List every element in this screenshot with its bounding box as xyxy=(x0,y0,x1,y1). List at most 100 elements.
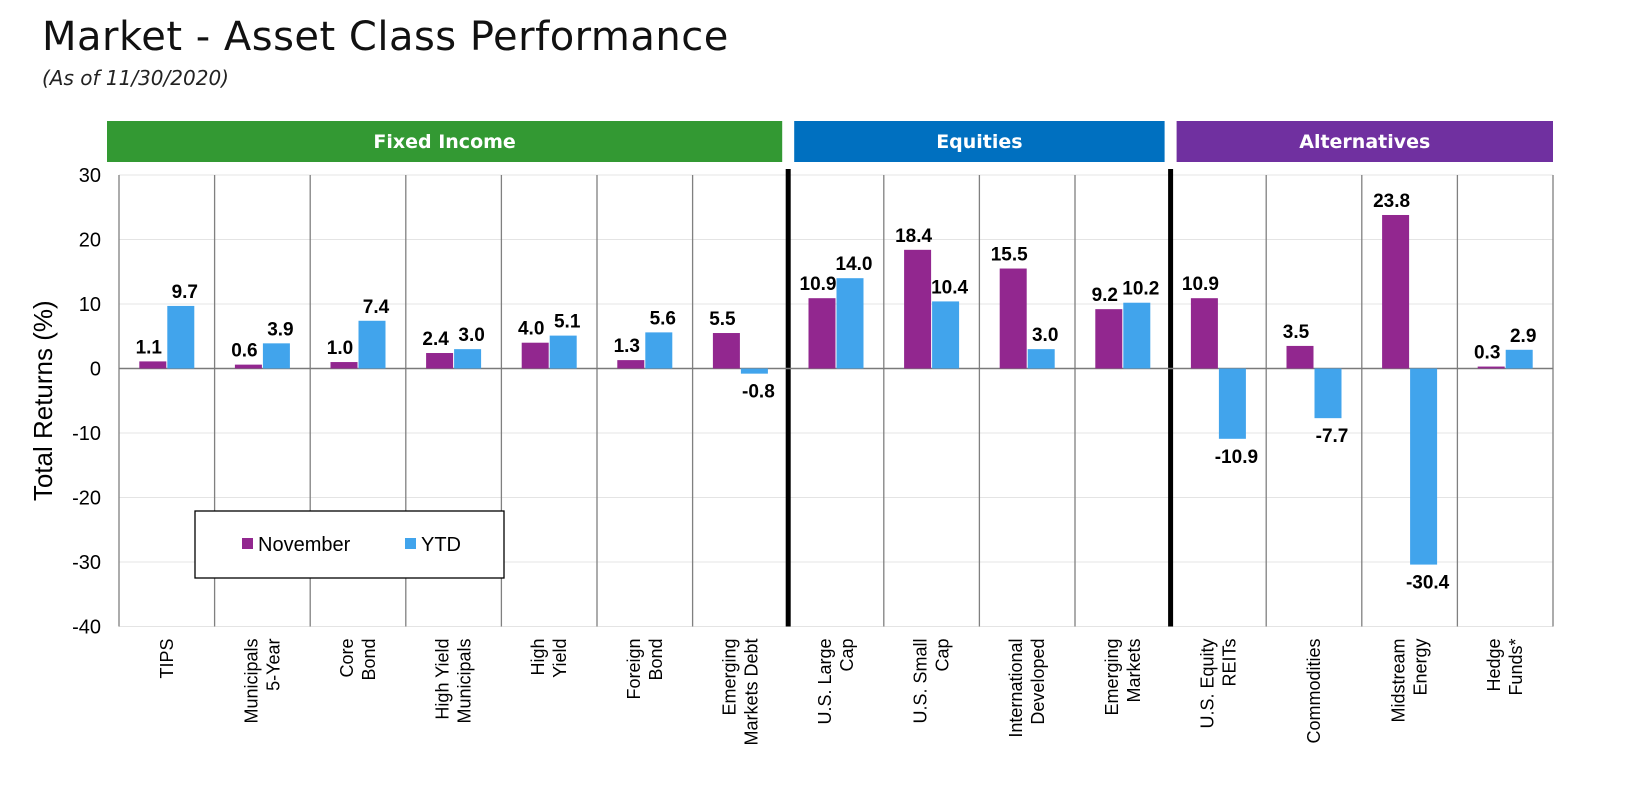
group-header-band xyxy=(107,121,783,162)
data-label: 5.6 xyxy=(650,308,676,329)
x-tick-label: Funds* xyxy=(1506,639,1526,696)
data-label: 2.9 xyxy=(1510,326,1536,347)
bar-november xyxy=(330,362,358,369)
data-label: 9.2 xyxy=(1092,285,1118,306)
data-label: 5.5 xyxy=(709,309,736,330)
x-tick-label: Developed xyxy=(1028,639,1048,725)
data-label: 14.0 xyxy=(836,254,873,275)
x-tick-label: Foreign xyxy=(624,639,644,700)
x-tick-label: Yield xyxy=(550,639,570,678)
x-tick-label: Midstream xyxy=(1389,639,1409,723)
y-tick-label: 0 xyxy=(90,359,101,381)
data-label: 7.4 xyxy=(363,297,390,318)
y-tick-label: -30 xyxy=(72,552,101,574)
x-tick-label: Municipals xyxy=(241,639,261,724)
bar-ytd xyxy=(167,305,195,369)
data-label: -7.7 xyxy=(1316,426,1349,447)
bar-november xyxy=(234,364,262,369)
legend-box xyxy=(194,510,505,579)
y-axis-title: Total Returns (%) xyxy=(28,300,58,501)
bar-november xyxy=(426,353,454,369)
group-header-band xyxy=(1176,121,1553,162)
x-tick-label: U.S. Large xyxy=(815,639,835,725)
x-tick-label: U.S. Equity xyxy=(1197,639,1217,729)
x-tick-label: High Yield xyxy=(433,639,453,720)
y-tick-label: 30 xyxy=(79,165,101,187)
legend-swatch-november xyxy=(242,538,253,549)
x-tick-label: Municipals xyxy=(455,639,475,724)
data-label: 3.5 xyxy=(1283,322,1310,343)
y-tick-label: -20 xyxy=(72,488,101,510)
group-header-label: Fixed Income xyxy=(373,131,515,153)
bar-ytd xyxy=(1314,368,1342,419)
x-tick-label: Hedge xyxy=(1484,639,1504,692)
bar-november xyxy=(904,249,932,369)
x-tick-label: U.S. Small xyxy=(911,639,931,724)
data-label: 0.6 xyxy=(231,341,257,362)
data-label: -0.8 xyxy=(742,382,775,403)
x-tick-label: Emerging xyxy=(719,639,739,716)
data-label: 1.3 xyxy=(614,336,640,357)
x-tick-label: Markets xyxy=(1124,639,1144,703)
group-header-band xyxy=(794,121,1165,162)
data-label: -30.4 xyxy=(1406,573,1450,594)
bar-ytd xyxy=(932,301,960,369)
data-label: 3.0 xyxy=(1032,325,1058,346)
bar-ytd xyxy=(1410,368,1438,565)
x-tick-label: Cap xyxy=(837,639,857,672)
y-tick-label: -10 xyxy=(72,423,101,445)
x-tick-label: Core xyxy=(337,639,357,678)
data-label: 10.9 xyxy=(800,274,837,295)
data-label: 15.5 xyxy=(991,245,1028,266)
bar-ytd xyxy=(1505,349,1533,369)
page-title: Market - Asset Class Performance xyxy=(42,14,729,60)
bar-november xyxy=(1095,309,1123,369)
data-label: 10.2 xyxy=(1122,279,1159,300)
data-label: -10.9 xyxy=(1215,447,1258,468)
bar-november xyxy=(1477,366,1505,369)
x-tick-label: 5-Year xyxy=(263,638,283,690)
bar-ytd xyxy=(740,368,768,374)
bar-november xyxy=(1190,298,1218,369)
bar-november xyxy=(808,298,836,369)
bar-november xyxy=(139,361,167,369)
data-label: 4.0 xyxy=(518,319,544,340)
x-tick-label: Commodities xyxy=(1304,639,1324,744)
legend-label-ytd: YTD xyxy=(421,534,461,556)
x-tick-label: TIPS xyxy=(157,639,177,679)
bar-ytd xyxy=(262,343,290,369)
bar-november xyxy=(1286,345,1314,369)
y-tick-label: 20 xyxy=(79,230,101,252)
bar-ytd xyxy=(454,349,482,369)
group-header-label: Alternatives xyxy=(1299,131,1430,153)
data-label: 18.4 xyxy=(895,226,932,247)
data-label: 1.1 xyxy=(136,337,163,358)
data-label: 0.3 xyxy=(1474,343,1500,364)
y-tick-label: 10 xyxy=(79,294,101,316)
x-tick-label: Markets Debt xyxy=(741,639,761,746)
data-label: 9.7 xyxy=(172,282,198,303)
y-tick-label: -40 xyxy=(72,617,101,639)
bar-ytd xyxy=(549,335,577,369)
legend-label-november: November xyxy=(258,534,351,556)
bar-ytd xyxy=(836,278,864,369)
bar-ytd xyxy=(1123,302,1151,369)
data-label: 23.8 xyxy=(1373,191,1410,212)
data-label: 5.1 xyxy=(554,312,581,333)
x-tick-label: High xyxy=(528,639,548,676)
bar-november xyxy=(1382,214,1410,369)
page-subtitle: (As of 11/30/2020) xyxy=(42,66,229,90)
group-header-label: Equities xyxy=(936,131,1022,153)
data-label: 3.0 xyxy=(458,325,484,346)
x-tick-label: REITs xyxy=(1219,639,1239,687)
bar-ytd xyxy=(358,320,386,369)
data-label: 3.9 xyxy=(267,319,293,340)
x-tick-label: Emerging xyxy=(1102,639,1122,716)
bar-ytd xyxy=(645,332,673,369)
bar-ytd xyxy=(1027,349,1055,369)
bar-november xyxy=(999,268,1027,369)
data-label: 1.0 xyxy=(327,338,353,359)
x-tick-label: Energy xyxy=(1411,639,1431,696)
data-label: 2.4 xyxy=(422,329,449,350)
